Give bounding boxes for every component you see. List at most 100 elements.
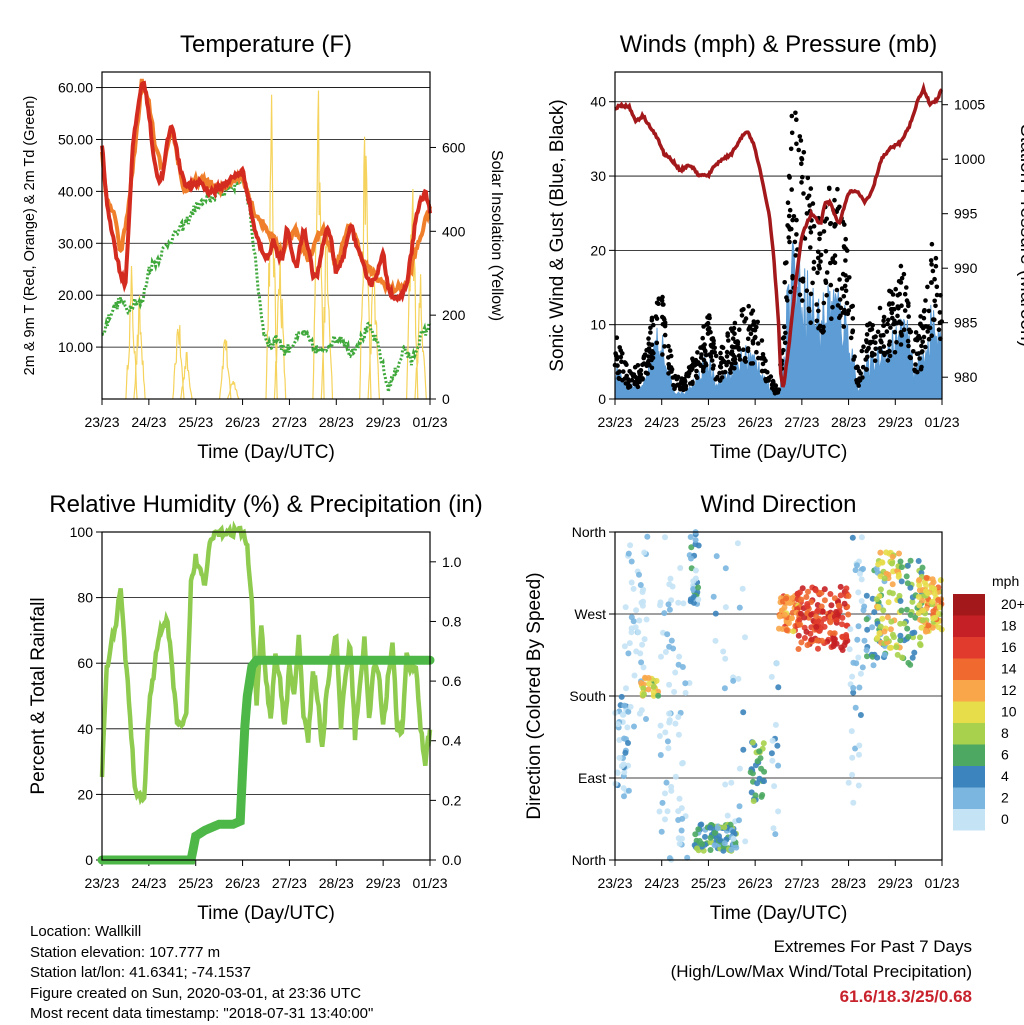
legend-label: 4 — [1001, 768, 1009, 784]
gust-point — [745, 348, 751, 354]
direction-point — [622, 604, 629, 611]
gust-point — [698, 355, 704, 360]
gust-point — [748, 331, 754, 337]
solar-insolation-line — [406, 188, 419, 400]
gust-point — [638, 373, 643, 378]
x-tick-label: 27/23 — [784, 414, 819, 430]
direction-point — [790, 628, 797, 635]
gust-point — [713, 353, 719, 359]
gust-point — [906, 343, 911, 349]
direction-point — [722, 655, 729, 662]
direction-point — [672, 669, 679, 676]
plot-frame — [614, 71, 943, 400]
gust-point — [875, 329, 881, 335]
x-tick-label: 23/23 — [597, 875, 632, 891]
direction-point — [827, 630, 834, 636]
gust-point — [861, 344, 866, 350]
gust-point — [837, 297, 843, 302]
direction-point — [772, 831, 779, 838]
t2m-line — [100, 80, 432, 303]
gust-point — [614, 335, 620, 341]
extremes-title: Extremes For Past 7 Days — [773, 937, 972, 956]
direction-point — [931, 590, 938, 597]
direction-point — [813, 613, 820, 620]
x-tick-label: 24/23 — [131, 414, 166, 430]
direction-point — [898, 564, 905, 571]
direction-point — [877, 549, 884, 556]
direction-point — [628, 558, 635, 565]
direction-point — [667, 575, 674, 582]
gust-point — [678, 385, 683, 391]
direction-point — [893, 644, 900, 651]
gust-point — [879, 339, 884, 345]
gust-point — [709, 350, 715, 355]
direction-point — [879, 615, 886, 622]
gust-point — [923, 298, 928, 303]
direction-point — [907, 584, 914, 591]
gust-point — [821, 300, 827, 306]
direction-point — [768, 750, 775, 757]
gust-point — [887, 348, 892, 354]
gust-point — [899, 331, 904, 337]
direction-point — [711, 829, 718, 836]
dewpoint-line — [101, 171, 432, 393]
direction-point — [857, 712, 864, 718]
gust-point — [851, 357, 856, 362]
gust-point — [829, 316, 834, 322]
direction-point — [857, 570, 863, 577]
direction-point — [657, 752, 664, 758]
direction-point — [682, 689, 689, 696]
x-tick-label: 29/23 — [878, 875, 913, 891]
gust-point — [801, 191, 806, 196]
direction-point — [662, 790, 668, 797]
gust-point — [750, 341, 756, 346]
gust-point — [902, 308, 908, 313]
direction-point — [856, 742, 863, 749]
gust-point — [703, 352, 709, 358]
gust-point — [751, 319, 757, 324]
gust-point — [649, 318, 655, 323]
direction-point — [798, 596, 805, 603]
x-tick-label: 01/23 — [412, 414, 447, 430]
direction-point — [813, 623, 820, 630]
direction-point — [666, 606, 673, 613]
gust-point — [645, 371, 650, 376]
gust-point — [912, 367, 917, 373]
direction-point — [846, 646, 853, 653]
y-tick-label: South — [569, 688, 606, 704]
direction-point — [625, 550, 632, 557]
gust-point — [899, 275, 905, 281]
gust-point — [823, 280, 829, 286]
gust-point — [823, 249, 829, 254]
direction-point — [750, 798, 757, 804]
gust-point — [667, 348, 673, 353]
direction-point — [770, 825, 777, 832]
direction-point — [808, 611, 815, 618]
gust-point — [648, 325, 653, 331]
gust-point — [905, 338, 911, 344]
direction-point — [783, 627, 790, 634]
gust-point — [688, 367, 694, 373]
extremes-panel: Extremes For Past 7 Days (High/Low/Max W… — [671, 934, 972, 1009]
y-tick-label: 100 — [70, 524, 94, 540]
gust-point — [857, 378, 863, 383]
gust-point — [784, 295, 789, 300]
gust-point — [926, 336, 932, 342]
x-tick-label: 25/23 — [178, 414, 213, 430]
gust-point — [793, 253, 798, 258]
gust-point — [672, 386, 677, 392]
gust-point — [732, 331, 737, 337]
y-tick-label: 60.00 — [58, 80, 93, 96]
gust-point — [785, 200, 791, 205]
direction-point — [707, 824, 714, 831]
gust-point — [789, 187, 794, 192]
direction-point — [855, 654, 862, 661]
solar-insolation-line — [133, 295, 146, 400]
direction-point — [781, 611, 788, 618]
gust-point — [618, 354, 624, 360]
solar-insolation-line — [312, 90, 325, 400]
gust-point — [801, 150, 807, 155]
direction-point — [815, 607, 822, 614]
gust-point — [741, 307, 746, 312]
legend-swatch — [953, 723, 985, 745]
